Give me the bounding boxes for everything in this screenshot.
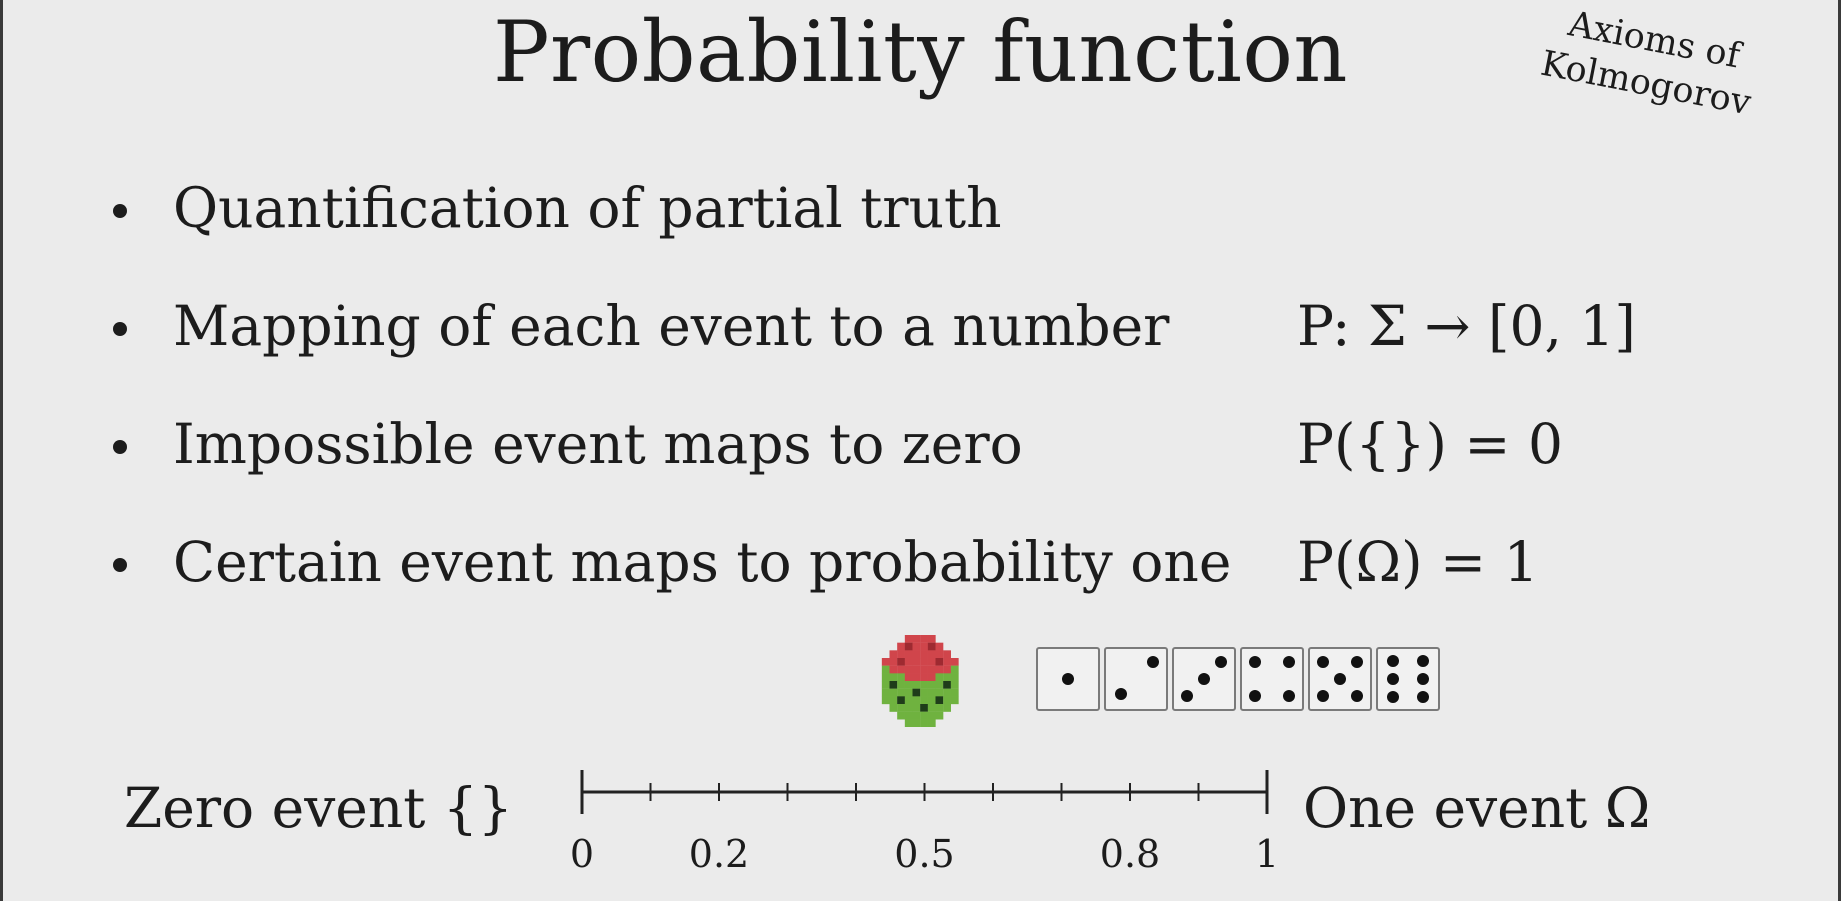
tick-label: 0.8	[1099, 832, 1161, 876]
bullet-formula: P: Σ → [0, 1]	[1297, 294, 1636, 358]
bullet-dot	[113, 204, 127, 218]
tick-label: 0	[569, 832, 595, 876]
bullet-item: Certain event maps to probability one P(…	[105, 522, 1805, 640]
bullet-dot	[113, 558, 127, 572]
die-pip	[1417, 673, 1429, 685]
slide-title: Probability function	[492, 3, 1348, 101]
probability-scale: 0 0.2 0.5 0.8 1	[560, 750, 1280, 880]
pixel-die-icon	[881, 635, 959, 727]
die-pip	[1350, 656, 1363, 669]
die-pip	[1198, 673, 1210, 685]
one-event-label: One event Ω	[1303, 776, 1651, 840]
bullet-text: Impossible event maps to zero	[173, 412, 1023, 476]
bullet-text: Quantification of partial truth	[173, 176, 1002, 240]
die-pip	[1387, 691, 1399, 703]
die-pip	[1387, 673, 1399, 685]
bullet-dot	[113, 322, 127, 336]
right-edge-border	[1838, 0, 1841, 901]
dice-illustration	[880, 635, 1480, 727]
die-pip	[1317, 689, 1330, 702]
die-pip	[1146, 656, 1159, 669]
bullet-text: Mapping of each event to a number	[173, 294, 1170, 358]
die-pip	[1282, 689, 1295, 702]
die-pip	[1334, 673, 1346, 685]
probability-axis	[580, 770, 1269, 814]
bullet-item: Quantification of partial truth	[105, 168, 1805, 286]
bullet-formula: P({}) = 0	[1297, 412, 1563, 476]
die-face-5	[1308, 647, 1372, 711]
bullet-item: Impossible event maps to zero P({}) = 0	[105, 404, 1805, 522]
die-face-3	[1172, 647, 1236, 711]
die-face-1	[1036, 647, 1100, 711]
die-face-6	[1376, 647, 1440, 711]
tick-label: 0.2	[688, 832, 750, 876]
die-pip	[1214, 656, 1227, 669]
left-edge-border	[0, 0, 3, 901]
bullet-formula: P(Ω) = 1	[1297, 530, 1539, 594]
die-pip	[1115, 688, 1127, 700]
die-pip	[1417, 655, 1429, 667]
die-pip	[1181, 689, 1194, 702]
die-pip	[1249, 656, 1262, 669]
die-face-2	[1104, 647, 1168, 711]
zero-event-label: Zero event {}	[124, 776, 513, 840]
die-face-4	[1240, 647, 1304, 711]
die-pip	[1417, 691, 1429, 703]
bullet-item: Mapping of each event to a number P: Σ →…	[105, 286, 1805, 404]
tick-label: 0.5	[894, 832, 955, 876]
die-pip	[1350, 689, 1363, 702]
die-pip	[1317, 656, 1330, 669]
dice-faces-strip	[1036, 647, 1456, 711]
die-pip	[1062, 673, 1074, 685]
tick-label: 1	[1254, 832, 1280, 876]
bullet-text: Certain event maps to probability one	[173, 530, 1232, 594]
die-pip	[1282, 656, 1295, 669]
die-pip	[1387, 655, 1399, 667]
bullet-dot	[113, 440, 127, 454]
die-pip	[1249, 689, 1262, 702]
bullet-list: Quantification of partial truth Mapping …	[105, 168, 1805, 640]
